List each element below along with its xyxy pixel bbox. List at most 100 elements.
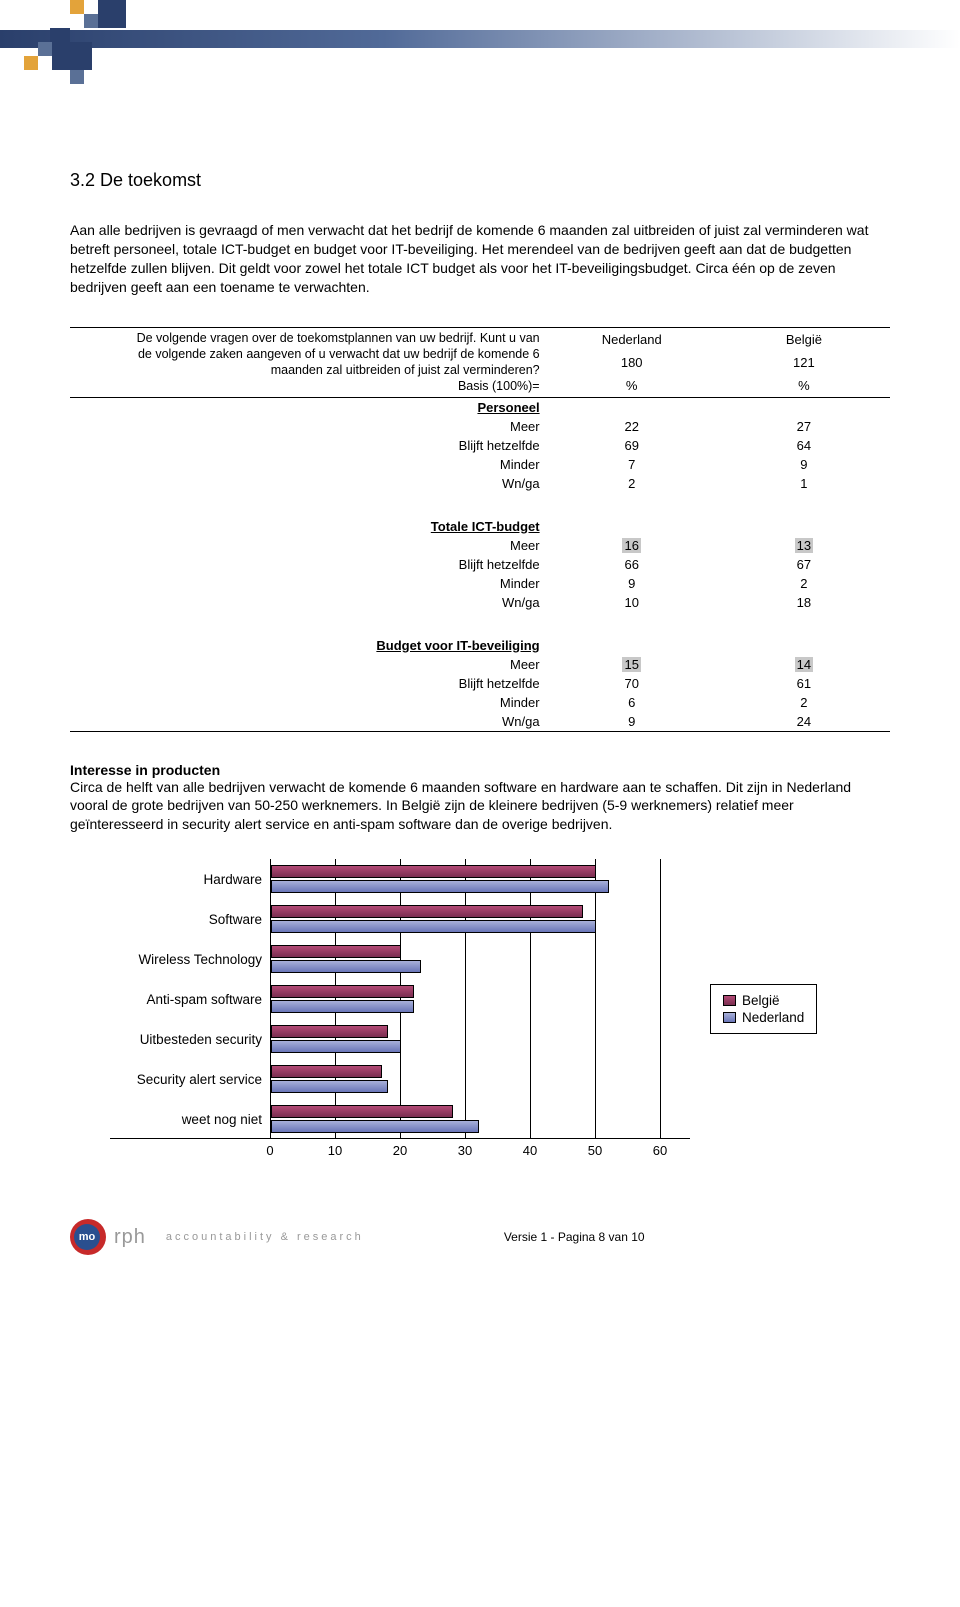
chart-row: Security alert service xyxy=(110,1059,690,1099)
table-spacer xyxy=(70,612,890,636)
bar-belgie xyxy=(271,985,414,998)
footer-logo-badge: mo xyxy=(74,1224,100,1250)
logo-pixel xyxy=(70,70,84,84)
chart-category-label: weet nog niet xyxy=(110,1112,270,1127)
col-basis-0: 180 xyxy=(546,351,718,374)
page-header xyxy=(0,0,960,80)
table-row: Meer1613 xyxy=(70,536,890,555)
cell-value: 22 xyxy=(546,417,718,436)
legend-swatch xyxy=(723,1012,736,1023)
logo-pixel xyxy=(98,0,126,28)
bar-nederland xyxy=(271,920,596,933)
chart-tick-label: 20 xyxy=(393,1143,407,1158)
table-row: Wn/ga1018 xyxy=(70,593,890,612)
row-label: Wn/ga xyxy=(70,712,546,732)
legend-row: Nederland xyxy=(723,1010,804,1025)
footer-tagline: accountability & research xyxy=(166,1231,364,1243)
cell-value: 24 xyxy=(718,712,890,732)
chart-row: Software xyxy=(110,899,690,939)
cell-value: 67 xyxy=(718,555,890,574)
cell-value: 9 xyxy=(718,455,890,474)
cell-value: 10 xyxy=(546,593,718,612)
chart-category-label: Wireless Technology xyxy=(110,952,270,967)
chart-tick-label: 0 xyxy=(266,1143,273,1158)
row-label: Blijft hetzelfde xyxy=(70,436,546,455)
intro-paragraph: Aan alle bedrijven is gevraagd of men ve… xyxy=(70,221,890,297)
cell-value: 2 xyxy=(718,574,890,593)
cell-value: 61 xyxy=(718,674,890,693)
logo-pixel xyxy=(50,28,70,42)
footer-brand-text: rph xyxy=(114,1226,146,1249)
col-header-1: België xyxy=(718,327,890,351)
table-group-title: Budget voor IT-beveiliging xyxy=(70,636,546,655)
cell-value: 6 xyxy=(546,693,718,712)
cell-value: 16 xyxy=(546,536,718,555)
page-number: Versie 1 - Pagina 8 van 10 xyxy=(504,1230,645,1244)
chart-category-label: Security alert service xyxy=(110,1072,270,1087)
cell-value: 64 xyxy=(718,436,890,455)
table-group-title: Personeel xyxy=(70,397,546,417)
cell-value: 9 xyxy=(546,712,718,732)
bar-belgie xyxy=(271,1105,453,1118)
row-label: Minder xyxy=(70,693,546,712)
cell-value: 9 xyxy=(546,574,718,593)
chart-container: HardwareSoftwareWireless TechnologyAnti-… xyxy=(110,859,890,1159)
logo-pixel xyxy=(84,14,98,28)
logo-pixel xyxy=(52,42,92,70)
row-label: Meer xyxy=(70,417,546,436)
row-label: Minder xyxy=(70,574,546,593)
cell-value: 27 xyxy=(718,417,890,436)
content-area: 3.2 De toekomst Aan alle bedrijven is ge… xyxy=(0,170,960,1179)
table-row: Blijft hetzelfde6964 xyxy=(70,436,890,455)
chart-tick-label: 60 xyxy=(653,1143,667,1158)
row-label: Meer xyxy=(70,655,546,674)
row-label: Wn/ga xyxy=(70,593,546,612)
table-row: Blijft hetzelfde6667 xyxy=(70,555,890,574)
logo-pixel xyxy=(38,42,52,56)
cell-value: 18 xyxy=(718,593,890,612)
table-spacer xyxy=(70,493,890,517)
footer-logo: mo rph xyxy=(70,1219,146,1255)
bar-belgie xyxy=(271,905,583,918)
table-row: Wn/ga21 xyxy=(70,474,890,493)
col-header-0: Nederland xyxy=(546,327,718,351)
table-group-title: Totale ICT-budget xyxy=(70,517,546,536)
cell-value: 7 xyxy=(546,455,718,474)
bar-nederland xyxy=(271,1080,388,1093)
chart-bar-group xyxy=(270,1059,690,1099)
cell-value: 2 xyxy=(718,693,890,712)
chart-tick-label: 10 xyxy=(328,1143,342,1158)
legend-label: België xyxy=(742,993,780,1008)
legend-swatch xyxy=(723,995,736,1006)
interest-paragraph: Circa de helft van alle bedrijven verwac… xyxy=(70,778,890,835)
chart-x-axis: 0102030405060 xyxy=(270,1139,660,1159)
chart-row: Uitbesteden security xyxy=(110,1019,690,1059)
cell-value: 13 xyxy=(718,536,890,555)
section-title: 3.2 De toekomst xyxy=(70,170,890,191)
chart-bar-group xyxy=(270,1099,690,1139)
chart-bar-group xyxy=(270,899,690,939)
bar-nederland xyxy=(271,880,609,893)
bar-nederland xyxy=(271,1000,414,1013)
page-footer: mo rph accountability & research Versie … xyxy=(0,1209,960,1265)
table-row: Wn/ga924 xyxy=(70,712,890,732)
cell-value: 15 xyxy=(546,655,718,674)
interest-heading: Interesse in producten xyxy=(70,762,890,778)
chart-tick-label: 50 xyxy=(588,1143,602,1158)
bar-belgie xyxy=(271,1065,382,1078)
chart-row: Wireless Technology xyxy=(110,939,690,979)
chart-row: Hardware xyxy=(110,859,690,899)
cell-value: 2 xyxy=(546,474,718,493)
row-label: Blijft hetzelfde xyxy=(70,555,546,574)
row-label: Meer xyxy=(70,536,546,555)
chart-tick-label: 30 xyxy=(458,1143,472,1158)
table-row: Meer1514 xyxy=(70,655,890,674)
logo-pixel xyxy=(24,56,38,70)
header-pixel-logo xyxy=(10,0,190,80)
chart-bar-group xyxy=(270,1019,690,1059)
footer-logo-circle: mo xyxy=(70,1219,106,1255)
cell-value: 69 xyxy=(546,436,718,455)
table-row: Meer2227 xyxy=(70,417,890,436)
table-caption: De volgende vragen over de toekomstplann… xyxy=(70,327,546,397)
row-label: Wn/ga xyxy=(70,474,546,493)
